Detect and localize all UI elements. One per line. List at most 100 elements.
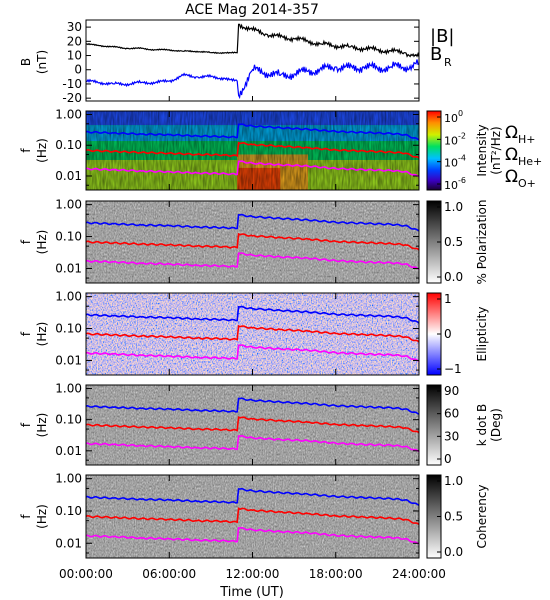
colorbar-tick-exponent: -4 [458,154,466,163]
plot-frame [85,19,420,102]
colorbar-label: Coherency [475,484,489,548]
colorbar-label: % Polarization [475,200,489,285]
y-tick-label: 20 [67,34,82,48]
colorbar-tick-label: −1 [444,362,462,376]
colorbar-tick-exponent: 0 [458,109,463,118]
y-axis-unit: (nT) [35,50,49,74]
colorbar [426,384,442,466]
y-tick-label: 0 [74,63,82,77]
gyrofrequency-line-Hplus [85,123,420,141]
colorbar-label: Intensity [475,124,489,176]
colorbar-tick-exponent: -6 [458,176,466,185]
gyrofrequency-line-Heplus [85,507,420,526]
gyro-legend-symbol: Ω [505,167,518,187]
y-axis-unit: (Hz) [35,322,49,347]
colorbar-tick-label: 0.5 [444,235,463,249]
y-tick-label: 0.01 [55,444,82,458]
gyrofrequency-line-Hplus [85,213,420,232]
legend-br: B [430,44,442,65]
x-axis: 00:00:00 06:00:00 12:00:00 18:00:00 24:00:00 [59,567,446,581]
gyrofrequency-line-Oplus [85,434,420,453]
colorbar-tick-label: 0.0 [444,270,463,284]
y-tick-label: 1.00 [55,472,82,486]
colorbar-tick-label: 0.5 [444,510,463,524]
y-axis-label: f [19,148,33,153]
x-tick-label: 12:00:00 [226,567,280,581]
colorbar-tick-label: 0 [444,327,452,341]
y-axis-unit: (Hz) [35,230,49,255]
colorbar-unit: (nT²/Hz) [489,126,503,174]
y-axis-label: f [19,514,33,519]
y-tick-label: 0.10 [55,138,82,152]
gyrofrequency-line-Oplus [85,344,420,362]
y-tick-label: 0.01 [55,536,82,550]
y-tick-label: 0.10 [55,230,82,244]
spectrogram-image [86,475,419,558]
y-tick-label: 0.01 [55,169,82,183]
colorbar-tick-label: 1 [444,292,452,306]
gyrofrequency-line-Heplus [85,415,420,434]
y-tick-label: 0.01 [55,261,82,275]
colorbar-tick-label: 0 [444,452,452,466]
gyrofrequency-line-Heplus [85,141,420,159]
y-tick-label: -10 [62,77,82,91]
y-axis-unit: (Hz) [35,138,49,163]
spectrogram-panel-5: 1.00 0.10 0.01 f (Hz) 1.0 0.5 0.0 Coherency [19,472,489,559]
y-axis-label: f [19,422,33,427]
spectrogram-panel-3: 1.00 0.10 0.01 f (Hz) 1 0 −1 Ellipticity [19,290,489,376]
gyrofrequency-line-Hplus [85,487,420,506]
x-tick-label: 24:00:00 [392,567,446,581]
colorbar-tick-label: 1.0 [444,474,463,488]
gyro-legend-symbol: Ω [505,123,518,143]
y-axis-unit: (Hz) [35,413,49,438]
y-tick-label: 10 [67,49,82,63]
spectrogram-image [86,201,419,283]
spectrogram-panel-4: 1.00 0.10 0.01 f (Hz) 90 60 30 0 k dot B (Deg) [19,382,503,466]
gyro-legend-ion: H+ [518,133,536,146]
colorbar-tick-label: 10 [444,179,458,192]
gyrofrequency-line-Oplus [85,526,420,545]
colorbar-tick-label: 90 [444,384,459,398]
y-tick-label: 1.00 [55,382,82,396]
spectrogram-panel-2: 1.00 0.10 0.01 f (Hz) 1.0 0.5 0.0 % Polarization [19,198,489,285]
colorbar-tick-label: 10 [444,112,458,125]
gyrofrequency-line-Heplus [85,232,420,251]
gyrofrequency-line-Heplus [85,324,420,343]
y-axis-label: f [19,239,33,244]
legend-br-subscript: R [444,56,452,69]
colorbar-label: Ellipticity [475,307,489,362]
gyro-legend-symbol: Ω [505,145,518,165]
gyrofrequency-line-Oplus [85,160,420,178]
x-tick-label: 00:00:00 [59,567,113,581]
colorbar-label: k dot B [475,404,489,446]
y-tick-label: 1.00 [55,198,82,212]
gyrofrequency-line-Hplus [85,305,420,324]
y-tick-label: 0.10 [55,322,82,336]
colorbar-tick-exponent: -2 [458,131,466,140]
x-axis-label: Time (UT) [219,585,284,600]
y-axis-label: f [19,331,33,336]
gyro-legend-ion: He+ [518,155,542,168]
y-tick-label: 0.01 [55,353,82,367]
colorbar-tick-label: 60 [444,407,459,421]
colorbar-tick-label: 0.0 [444,545,463,559]
y-tick-label: 30 [67,20,82,34]
series-line-br [85,59,420,100]
colorbar-unit: (Deg) [489,408,503,442]
colorbar-tick-label: 10 [444,157,458,170]
gyrofrequency-line-Oplus [85,252,420,270]
gyrofrequency-line-Hplus [85,397,420,415]
spectrogram-image [86,293,419,375]
colorbar [426,110,442,191]
y-axis-label: B [19,58,33,66]
colorbar-tick-label: 30 [444,429,459,443]
colorbar-tick-label: 1.0 [444,200,463,214]
y-tick-label: 0.10 [55,413,82,427]
colorbar-tick-label: 10 [444,134,458,147]
series-line-b-magnitude [85,23,420,58]
chart-title: ACE Mag 2014-357 [185,2,319,18]
y-tick-label: 1.00 [55,108,82,122]
